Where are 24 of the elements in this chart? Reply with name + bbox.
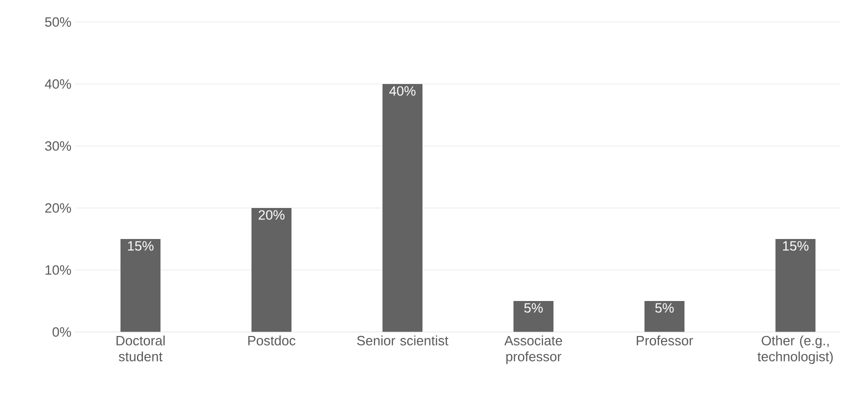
data-label: 40% [389, 86, 416, 96]
data-label: 15% [128, 241, 154, 251]
x-tick-label: Senior scientist [357, 336, 448, 346]
data-label: 20% [258, 210, 284, 220]
bar [251, 208, 292, 332]
data-label: 5% [655, 303, 674, 313]
x-tick-label: Associate professor [504, 336, 562, 364]
y-tick-label: 30% [45, 141, 71, 151]
bar [644, 301, 684, 332]
bar [513, 301, 554, 332]
bar [120, 239, 160, 332]
x-tick-label: Doctoral student [116, 336, 165, 362]
x-tick-label: Other (e.g., technologist) [758, 336, 833, 364]
data-label: 15% [783, 241, 808, 251]
x-tick-label: Professor [636, 336, 694, 346]
data-label: 5% [524, 303, 543, 313]
y-tick-label: 50% [45, 17, 71, 27]
y-tick-label: 0% [52, 327, 71, 337]
bar [775, 239, 816, 332]
y-tick-label: 10% [46, 265, 71, 275]
bar [382, 84, 422, 332]
y-tick-label: 20% [45, 203, 71, 213]
y-tick-label: 40% [44, 79, 71, 89]
x-tick-label: Postdoc [248, 336, 296, 346]
